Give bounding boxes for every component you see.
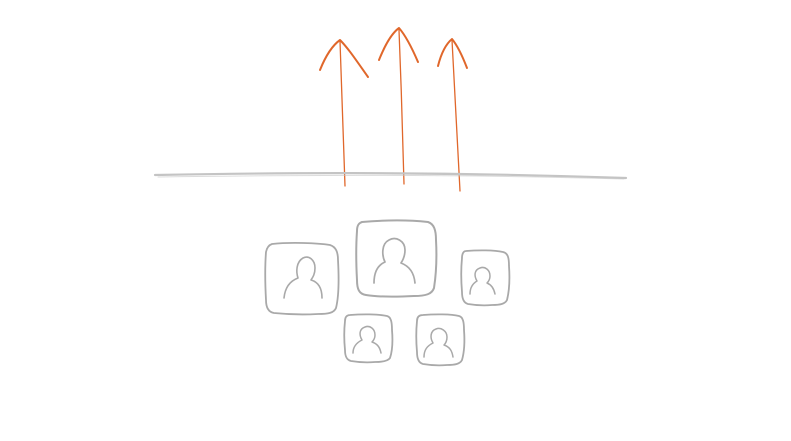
profile-card (343, 313, 394, 364)
profile-card (264, 242, 340, 316)
person-silhouette-icon (373, 237, 416, 284)
person-silhouette-icon (283, 256, 323, 299)
person-silhouette-icon (469, 266, 496, 295)
baseline (153, 172, 628, 180)
profile-card (355, 219, 438, 298)
arrow-up-icon (378, 27, 419, 185)
arrow-up-icon (437, 38, 468, 192)
profile-cards (264, 219, 511, 367)
profile-card (460, 249, 511, 307)
person-silhouette-icon (352, 325, 382, 354)
person-silhouette-icon (423, 327, 454, 358)
profile-card (415, 313, 466, 367)
baseline-shading (157, 174, 625, 180)
arrow-up-icon (319, 39, 369, 187)
upward-arrows (319, 27, 468, 192)
